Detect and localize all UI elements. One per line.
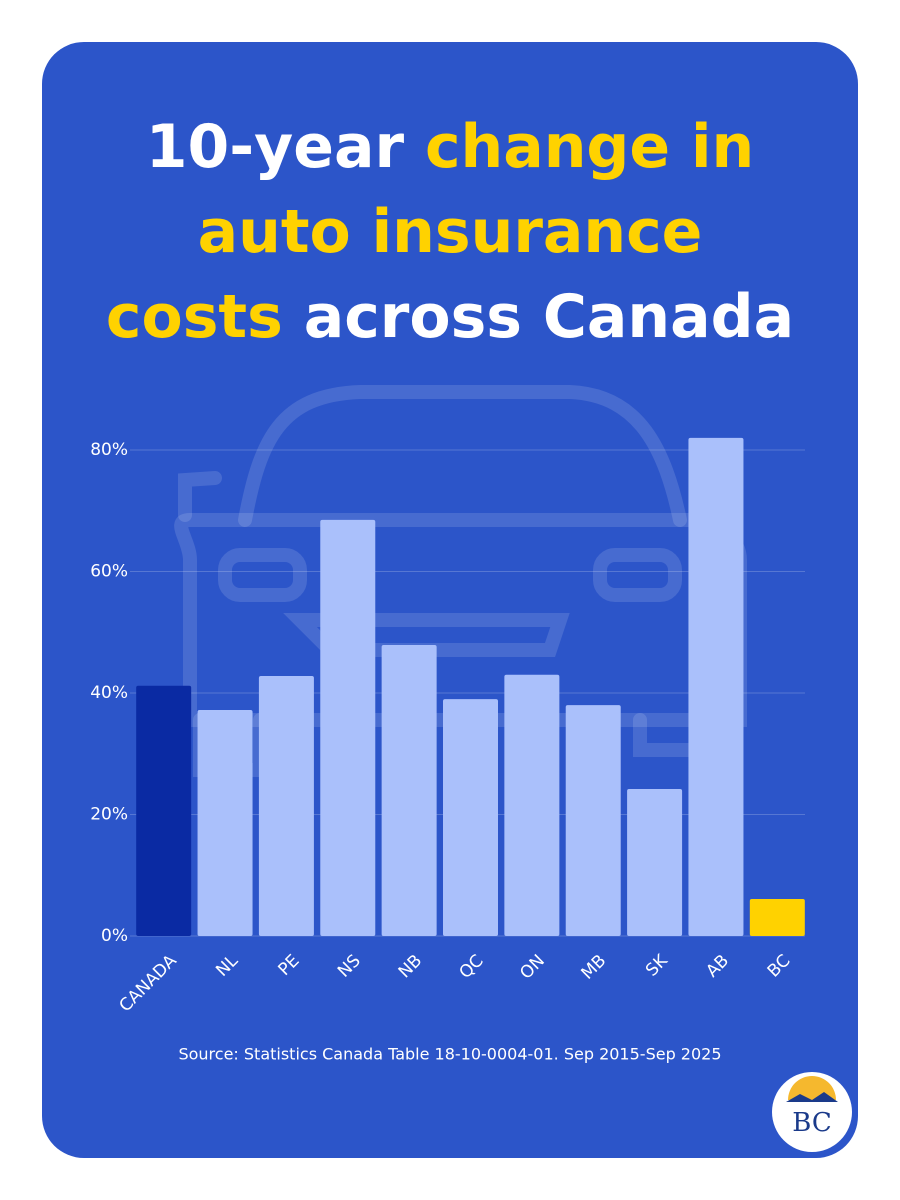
title-segment: 10-year	[146, 112, 405, 182]
bar	[688, 437, 744, 936]
bar	[197, 710, 253, 936]
y-tick-label: 40%	[90, 683, 128, 703]
title-line: costs across Canada	[106, 282, 794, 352]
title-segment: auto insurance	[198, 197, 703, 267]
bar	[258, 675, 314, 936]
bar	[443, 699, 498, 936]
bar	[381, 645, 437, 936]
y-tick-label: 20%	[90, 805, 128, 825]
source-note: Source: Statistics Canada Table 18-10-00…	[178, 1045, 721, 1064]
bar	[749, 898, 805, 936]
logo-mountains	[786, 1092, 838, 1102]
bar	[627, 788, 683, 936]
bar	[320, 519, 376, 936]
y-tick-label: 80%	[90, 440, 128, 460]
bar	[565, 705, 621, 936]
bar	[504, 674, 560, 936]
title-line: auto insurance	[198, 197, 703, 267]
title-segment: change in	[425, 112, 754, 182]
title-line: 10-year change in	[146, 112, 754, 182]
title-segment: across Canada	[304, 282, 794, 352]
y-tick-label: 0%	[101, 926, 128, 946]
y-tick-label: 60%	[90, 562, 128, 582]
title-segment: costs	[106, 282, 283, 352]
logo-text: BC	[792, 1108, 831, 1138]
bar	[136, 685, 192, 936]
